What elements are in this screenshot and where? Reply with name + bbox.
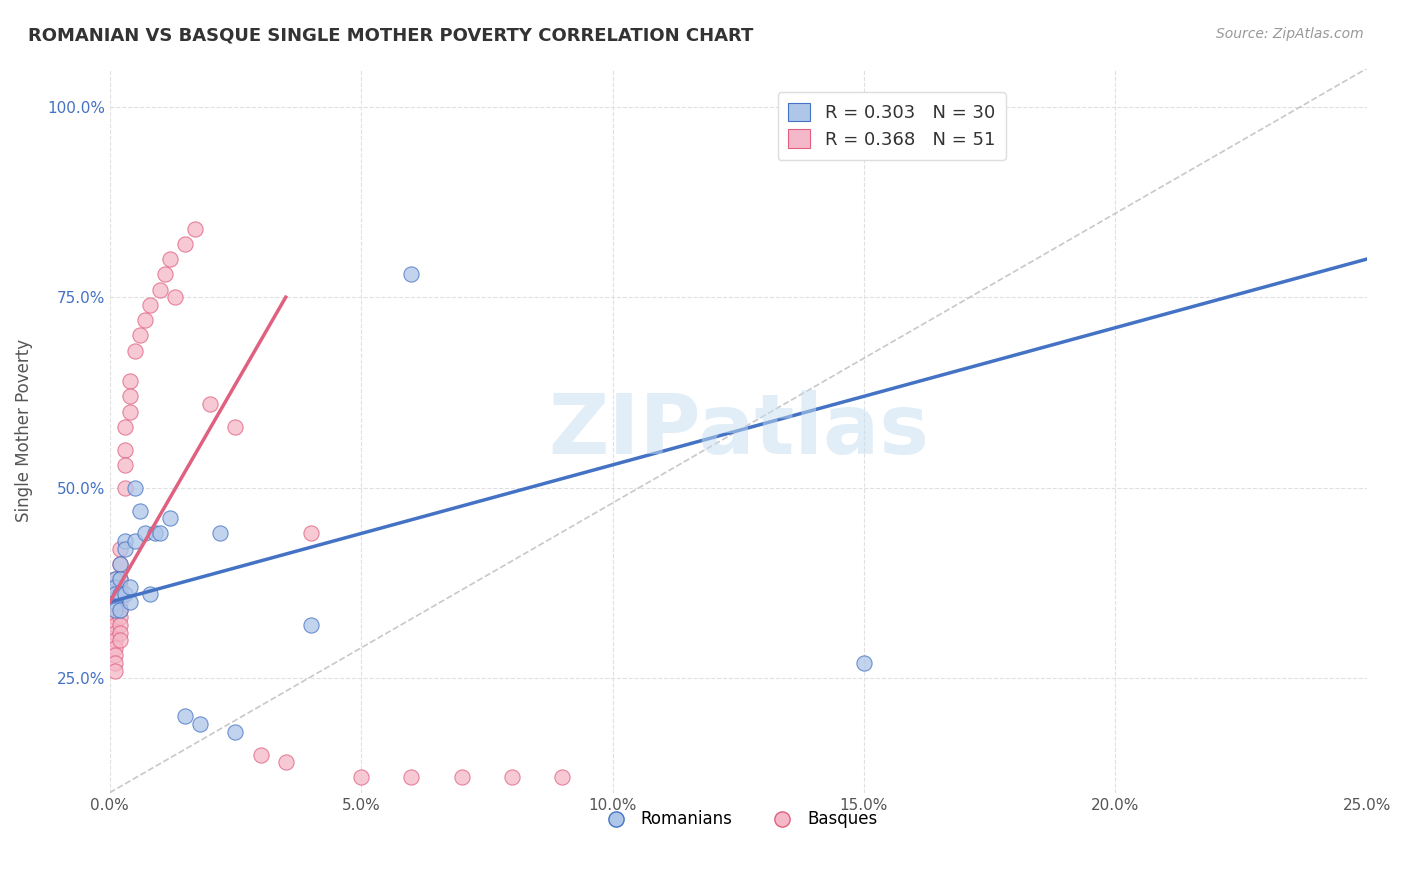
Point [104,572,127,586]
Point [108,618,131,632]
Point [108,557,131,571]
Point [108,587,131,601]
Point [114,442,136,457]
Text: Source: ZipAtlas.com: Source: ZipAtlas.com [1216,27,1364,41]
Point [149,283,172,297]
Point [350,771,373,785]
Point [108,603,131,617]
Point [224,419,246,434]
Point [165,290,187,304]
Point [104,572,127,586]
Point [108,610,131,624]
Point [114,481,136,495]
Point [104,625,127,640]
Point [108,541,131,556]
Point [139,587,162,601]
Point [114,541,136,556]
Point [124,534,146,549]
Point [124,481,146,495]
Point [274,755,297,769]
Point [104,603,127,617]
Point [114,458,136,472]
Point [134,313,156,327]
Point [108,603,131,617]
Point [299,618,322,632]
Point [108,595,131,609]
Point [104,618,127,632]
Point [149,526,172,541]
Point [139,298,162,312]
Point [209,526,232,541]
Point [104,633,127,648]
Point [104,610,127,624]
Point [224,724,246,739]
Point [134,526,156,541]
Point [124,343,146,358]
Point [200,397,222,411]
Y-axis label: Single Mother Poverty: Single Mother Poverty [15,339,32,522]
Point [108,572,131,586]
Point [104,664,127,678]
Point [551,771,574,785]
Point [108,587,131,601]
Point [401,268,423,282]
Point [118,595,141,609]
Point [184,221,207,235]
Point [853,656,876,670]
Point [174,709,197,723]
Point [108,633,131,648]
Point [104,587,127,601]
Point [104,603,127,617]
Point [153,268,176,282]
Point [501,771,523,785]
Legend: Romanians, Basques: Romanians, Basques [592,804,884,835]
Point [104,580,127,594]
Point [104,656,127,670]
Point [104,587,127,601]
Point [143,526,166,541]
Point [174,236,197,251]
Point [114,534,136,549]
Point [1256,816,1278,830]
Point [159,252,181,266]
Point [114,587,136,601]
Point [188,717,211,731]
Point [104,580,127,594]
Point [108,557,131,571]
Point [129,503,152,517]
Point [104,640,127,655]
Point [129,328,152,343]
Point [159,511,181,525]
Point [118,404,141,418]
Point [108,572,131,586]
Point [118,374,141,388]
Point [108,580,131,594]
Point [299,526,322,541]
Point [114,419,136,434]
Point [104,648,127,663]
Point [108,625,131,640]
Point [104,595,127,609]
Point [249,747,271,762]
Text: ROMANIAN VS BASQUE SINGLE MOTHER POVERTY CORRELATION CHART: ROMANIAN VS BASQUE SINGLE MOTHER POVERTY… [28,27,754,45]
Text: ZIPatlas: ZIPatlas [548,390,929,471]
Point [104,595,127,609]
Point [118,580,141,594]
Point [450,771,472,785]
Point [401,771,423,785]
Point [118,389,141,403]
